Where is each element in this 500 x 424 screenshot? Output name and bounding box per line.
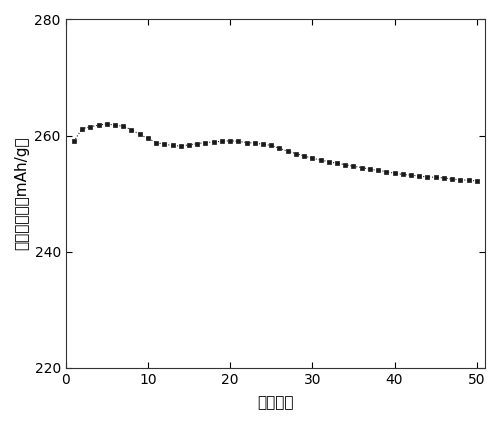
X-axis label: 循环次数: 循环次数 — [257, 395, 294, 410]
Y-axis label: 放电比容量（mAh/g）: 放电比容量（mAh/g） — [14, 137, 29, 251]
